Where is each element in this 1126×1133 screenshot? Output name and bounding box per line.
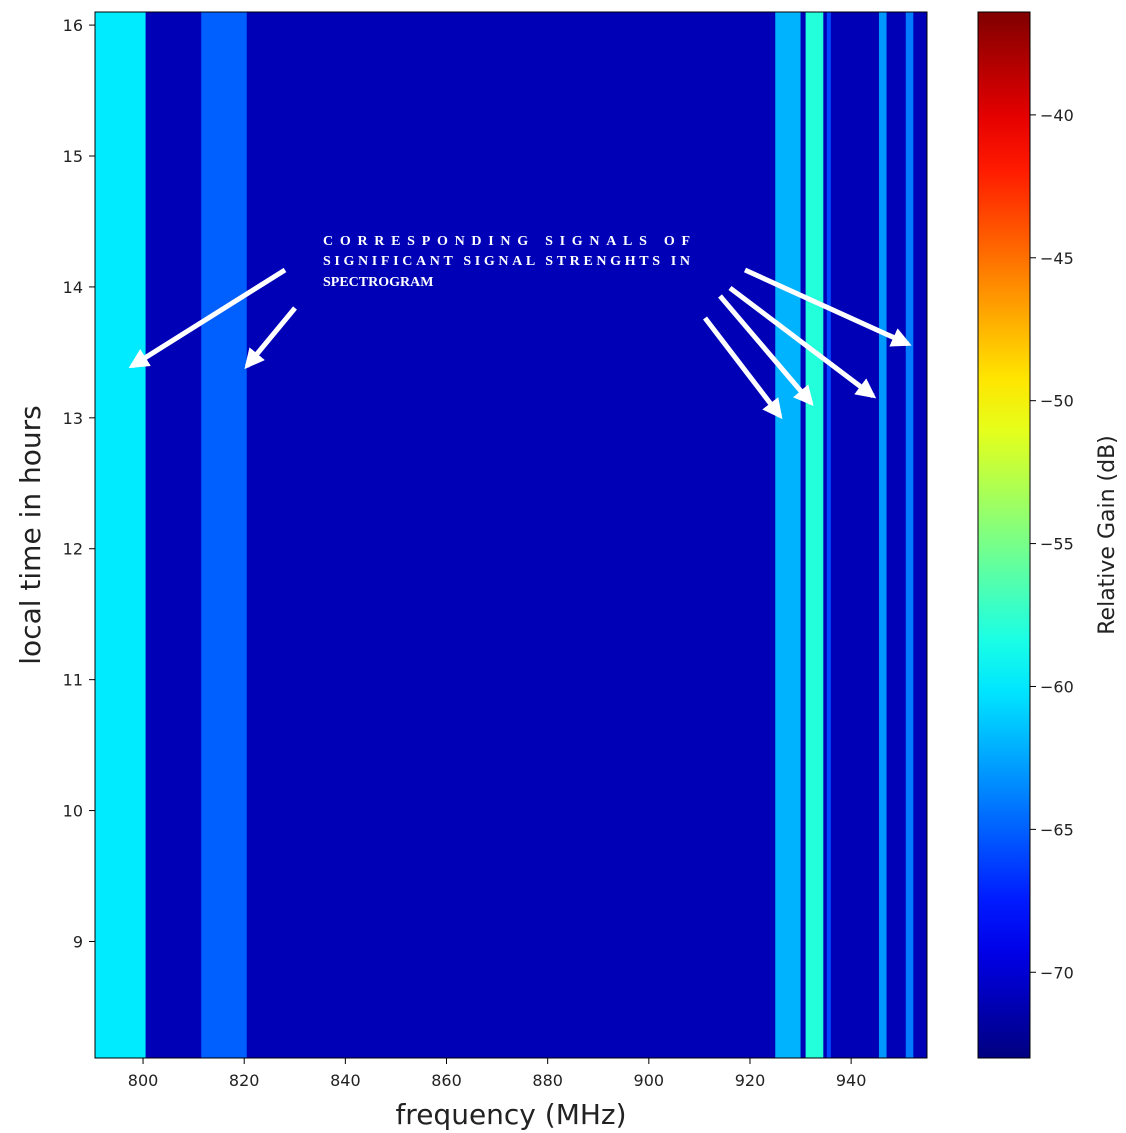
- arrow: [743, 267, 912, 347]
- signal-band: [905, 12, 914, 1058]
- colorbar-tick-label: −70: [1040, 963, 1074, 982]
- x-tick-label: 800: [128, 1071, 159, 1090]
- y-tick-label: 14: [63, 278, 83, 297]
- y-axis-label: local time in hours: [14, 405, 47, 664]
- colorbar-tick-label: −65: [1040, 820, 1074, 839]
- x-tick-label: 940: [836, 1071, 867, 1090]
- plot-area: [95, 12, 927, 1058]
- x-tick-label: 880: [532, 1071, 563, 1090]
- colorbar-tick-label: −40: [1040, 106, 1074, 125]
- annotation-line: SPECTROGRAM: [323, 275, 433, 290]
- signal-band: [201, 12, 247, 1058]
- signal-band: [95, 12, 146, 1058]
- y-tick-label: 13: [63, 409, 83, 428]
- x-tick-label: 900: [634, 1071, 665, 1090]
- y-tick-label: 10: [63, 802, 83, 821]
- x-axis-label: frequency (MHz): [395, 1098, 626, 1131]
- colorbar-tick-label: −55: [1040, 535, 1074, 554]
- y-tick-label: 16: [63, 16, 83, 35]
- colorbar: [977, 11, 1031, 1059]
- signal-band: [878, 12, 887, 1058]
- colorbar-tick-label: −60: [1040, 677, 1074, 696]
- y-tick-label: 11: [63, 671, 83, 690]
- colorbar-label: Relative Gain (dB): [1095, 435, 1120, 635]
- y-tick-label: 12: [63, 540, 83, 559]
- x-tick-label: 820: [229, 1071, 260, 1090]
- colorbar-tick-label: −50: [1040, 392, 1074, 411]
- signal-band: [775, 12, 801, 1058]
- arrow: [703, 316, 783, 420]
- signal-band: [805, 12, 824, 1058]
- arrow: [244, 306, 297, 370]
- y-tick-label: 15: [63, 147, 83, 166]
- x-tick-label: 840: [330, 1071, 361, 1090]
- plot-frame: [94, 11, 928, 1059]
- annotation-line: CORRESPONDING SIGNALS OF: [323, 234, 690, 249]
- x-tick-label: 860: [431, 1071, 462, 1090]
- arrow: [728, 286, 877, 399]
- y-tick-label: 9: [73, 932, 83, 951]
- signal-band: [826, 12, 831, 1058]
- colorbar-tick-label: −45: [1040, 249, 1074, 268]
- arrow: [718, 294, 814, 407]
- x-tick-label: 920: [735, 1071, 766, 1090]
- arrow: [128, 267, 287, 369]
